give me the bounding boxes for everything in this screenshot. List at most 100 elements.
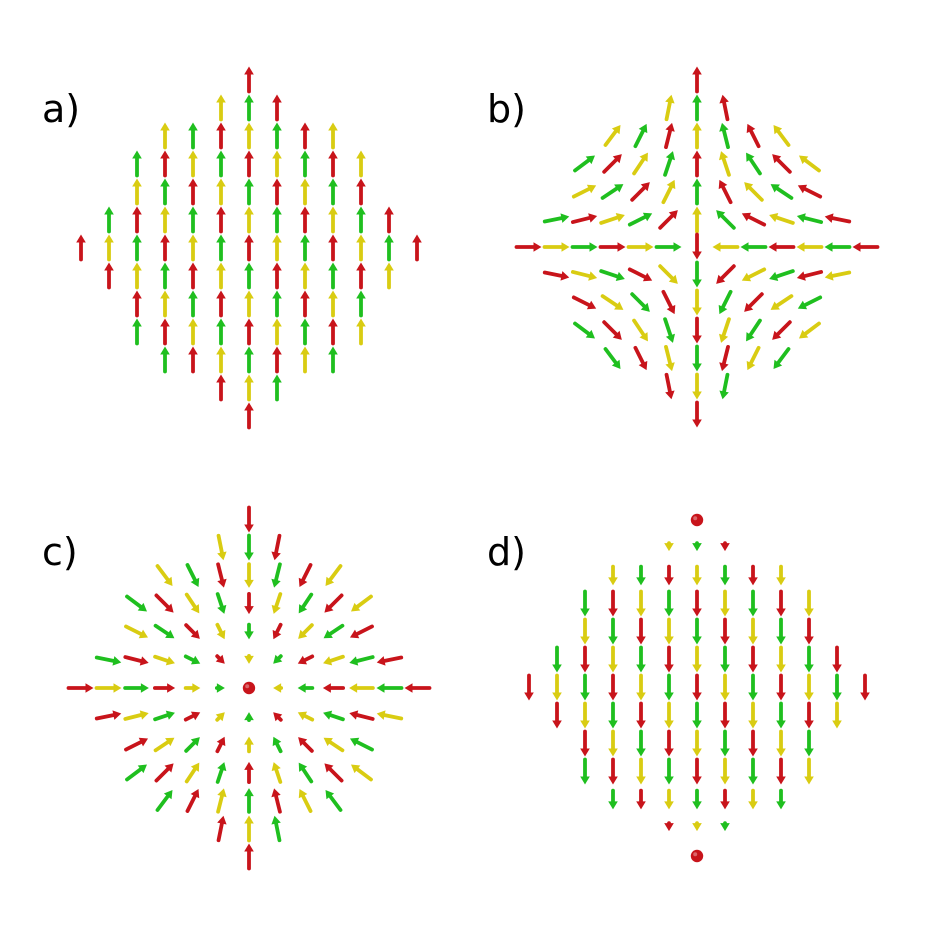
panel-c-arrow-7 [244, 562, 254, 588]
panel-c-arrow-20 [124, 624, 149, 639]
panel-b-arrow-7 [692, 122, 702, 150]
panel-b-arrow-0 [692, 66, 702, 94]
panel-c-arrow-25 [272, 622, 283, 640]
panel-a-arrow-44 [188, 234, 198, 262]
panel-d-arrow-62 [804, 701, 814, 729]
panel-c-arrow-55 [153, 710, 175, 722]
panel-a: a) [42, 66, 422, 430]
panel-b-arrow-24 [692, 178, 702, 206]
panel-c-arrow-44 [183, 683, 201, 693]
panel-c-arrow-54 [123, 710, 149, 721]
panel-d-arrow-74 [608, 757, 618, 785]
panel-c-arrow-13 [184, 592, 200, 614]
panel-b-arrow-66 [630, 292, 650, 312]
panel-b: b) [487, 66, 880, 428]
panel-c-arrow-65 [153, 737, 175, 753]
panel-a-arrow-60 [300, 262, 310, 290]
panel-b-arrow-45 [654, 242, 682, 252]
panel-d-arrow-91 [720, 821, 730, 832]
panel-d-arrow-44 [636, 673, 646, 701]
panel-b-arrow-6 [664, 122, 675, 150]
panel-a-arrow-85 [244, 346, 254, 374]
panel-a-arrow-30 [132, 206, 142, 234]
panel-c-arrow-45 [214, 683, 225, 693]
panel-c-arrow-16 [271, 592, 283, 614]
panel-b-arrows [514, 66, 880, 428]
panel-a-arrow-57 [216, 262, 226, 290]
panel-b-arrow-71 [770, 294, 794, 310]
panel-a-arrow-38 [356, 206, 366, 234]
panel-b-arrow-59 [716, 264, 736, 284]
panel-c-arrow-28 [349, 624, 374, 639]
panel-a-arrow-42 [132, 234, 142, 262]
panel-b-arrow-48 [740, 242, 768, 252]
panel-d-arrow-68 [692, 729, 702, 757]
panel-c-arrow-80 [324, 763, 344, 783]
panel-b-arrow-47 [712, 242, 740, 252]
panel-b-arrow-89 [664, 372, 675, 400]
panel-d-arrow-78 [720, 757, 730, 785]
panel-label-d: d) [487, 530, 526, 574]
panel-c-arrow-32 [183, 654, 201, 665]
panel-c-arrow-39 [376, 655, 404, 666]
panel-d-arrow-47 [720, 673, 730, 701]
panel-c-arrow-70 [298, 737, 314, 753]
panel-c-arrow-58 [244, 712, 254, 723]
panel-a-arrow-0 [244, 66, 254, 94]
panel-c-arrow-78 [271, 762, 283, 784]
panel-c-arrow-35 [273, 654, 283, 664]
panel-d-arrow-19 [804, 589, 814, 617]
panel-b-arrow-11 [573, 155, 595, 173]
panel-b-arrow-34 [692, 206, 702, 234]
panel-a-arrow-48 [300, 234, 310, 262]
panel-b-arrow-53 [542, 270, 570, 281]
panel-b-arrow-69 [718, 289, 733, 315]
panel-b-arrow-42 [570, 242, 598, 252]
panel-a-arrow-69 [272, 290, 282, 318]
panel-b-arrow-77 [692, 316, 702, 344]
panel-a-arrow-73 [132, 318, 142, 346]
panel-c-arrow-49 [322, 683, 346, 693]
panel-d-arrow-42 [580, 673, 590, 701]
panel-c-arrow-67 [215, 736, 226, 754]
panel-c-arrow-26 [298, 623, 314, 639]
panel-a-arrow-63 [384, 262, 394, 290]
panel-b-arrow-92 [692, 400, 702, 428]
panel-a-arrow-2 [244, 94, 254, 122]
panel-a-arrow-37 [328, 206, 338, 234]
panel-b-arrow-61 [769, 269, 795, 281]
panel-d-arrow-85 [692, 788, 702, 810]
panel-c-arrow-6 [216, 562, 227, 588]
panel-a-arrow-43 [160, 234, 170, 262]
panel-a-arrow-53 [104, 262, 114, 290]
panel-c-arrow-19 [351, 594, 373, 612]
panel-d-arrow-31 [608, 645, 618, 673]
panel-c-arrow-90 [244, 815, 254, 843]
panel-b-arrow-46 [692, 232, 702, 260]
panel-c-arrow-52 [404, 683, 432, 693]
panel-b-arrow-73 [573, 321, 595, 339]
panel-b-arrow-72 [797, 295, 823, 310]
panel-a-arrow-84 [216, 346, 226, 374]
panel-b-arrow-36 [741, 212, 767, 227]
panel-a-arrow-62 [356, 262, 366, 290]
panel-d-arrow-21 [608, 617, 618, 645]
panel-d-arrow-12 [608, 589, 618, 617]
panel-c-arrow-71 [323, 737, 345, 753]
panel-b-arrow-31 [599, 213, 625, 225]
panel-b-arrow-41 [542, 242, 570, 252]
panel-d-arrow-61 [776, 701, 786, 729]
panel-a-arrow-87 [300, 346, 310, 374]
panel-b-arrow-74 [602, 320, 622, 340]
panel-b-arrow-3 [719, 94, 730, 122]
panel-a-arrow-25 [272, 178, 282, 206]
panel-d-arrow-25 [720, 617, 730, 645]
panel-c-arrow-74 [154, 763, 174, 783]
panel-c-arrow-83 [185, 788, 200, 813]
panel-a-arrow-83 [188, 346, 198, 374]
panel-b-arrow-35 [716, 210, 736, 230]
panel-d-arrows [524, 513, 870, 863]
panel-a-arrow-4 [160, 122, 170, 150]
panel-label-c: c) [42, 530, 78, 574]
panel-d-arrow-23 [664, 617, 674, 645]
